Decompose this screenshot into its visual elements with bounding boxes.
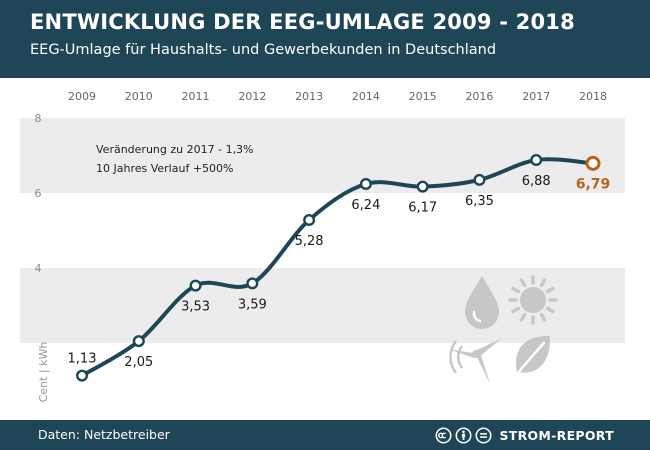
grid-band-0 <box>20 118 625 193</box>
water-drop-icon <box>465 276 499 329</box>
x-tick-label: 2012 <box>238 90 266 103</box>
brand-name: STROM-REPORT <box>499 427 614 443</box>
data-label-2013: 5,28 <box>295 234 324 249</box>
data-source: Daten: Netzbetreiber <box>38 427 170 442</box>
attribution-icon <box>455 427 472 443</box>
data-labels: 1,13 2,05 3,53 3,59 5,28 6,24 6,17 6,35 6,88 6,79 <box>68 174 611 370</box>
page-title: ENTWICKLUNG DER EEG-UMLAGE 2009 - 2018 <box>30 10 575 34</box>
data-point-2013 <box>303 213 316 226</box>
footer: Daten: Netzbetreiber STROM-REPORT <box>0 420 650 450</box>
line-chart: 2009 2010 2011 2012 2013 2014 2015 2016 2017 2018… <box>20 90 625 403</box>
data-point-2016 <box>473 173 486 186</box>
series-line <box>80 157 595 378</box>
sun-icon <box>508 275 558 325</box>
wind-turbine-icon <box>448 338 502 384</box>
x-tick-label: 2014 <box>352 90 380 103</box>
y-axis-tick-labels: 4 6 8 <box>35 112 42 275</box>
data-label-2015: 6,17 <box>408 201 437 216</box>
data-point-2014 <box>359 177 372 190</box>
x-tick-label: 2015 <box>409 90 437 103</box>
header: ENTWICKLUNG DER EEG-UMLAGE 2009 - 2018 E… <box>0 0 650 78</box>
y-axis-label: Cent | kWh <box>37 342 50 403</box>
data-point-2009 <box>75 369 88 382</box>
creative-commons-icon <box>435 427 452 443</box>
data-point-2012 <box>246 277 259 290</box>
data-label-2009: 1,13 <box>68 352 97 367</box>
data-point-2018 <box>585 155 601 171</box>
page-subtitle: EEG-Umlage für Haushalts- und Gewerbekun… <box>30 42 497 58</box>
data-point-2011 <box>189 279 202 292</box>
data-label-2012: 3,59 <box>238 297 267 312</box>
annotation-trend: 10 Jahres Verlauf +500% <box>96 162 234 175</box>
data-label-2017: 6,88 <box>522 174 551 189</box>
y-tick-label: 4 <box>35 262 42 275</box>
leaf-icon <box>510 335 551 382</box>
data-point-2015 <box>416 180 429 193</box>
data-point-2010 <box>132 335 145 348</box>
x-tick-label: 2011 <box>182 90 210 103</box>
no-derivatives-icon <box>475 427 492 443</box>
data-label-2018: 6,79 <box>576 176 611 192</box>
annotation-box: Veränderung zu 2017 - 1,3% 10 Jahres Ver… <box>96 143 254 175</box>
data-label-2011: 3,53 <box>181 300 210 315</box>
x-axis-tick-labels: 2009 2010 2011 2012 2013 2014 2015 2016 2017 2018 <box>68 90 607 103</box>
y-tick-label: 8 <box>35 112 42 125</box>
data-point-2017 <box>530 153 543 166</box>
data-label-2010: 2,05 <box>124 355 153 370</box>
x-tick-label: 2009 <box>68 90 96 103</box>
annotation-change: Veränderung zu 2017 - 1,3% <box>96 143 254 156</box>
x-tick-label: 2013 <box>295 90 323 103</box>
brand: STROM-REPORT <box>435 424 614 446</box>
y-tick-label: 6 <box>35 187 42 200</box>
x-tick-label: 2018 <box>579 90 607 103</box>
x-tick-label: 2016 <box>465 90 493 103</box>
renewable-icons <box>448 275 558 384</box>
data-points <box>75 153 601 382</box>
data-label-2014: 6,24 <box>351 198 380 213</box>
x-tick-label: 2017 <box>522 90 550 103</box>
data-label-2016: 6,35 <box>465 194 494 209</box>
x-tick-label: 2010 <box>125 90 153 103</box>
